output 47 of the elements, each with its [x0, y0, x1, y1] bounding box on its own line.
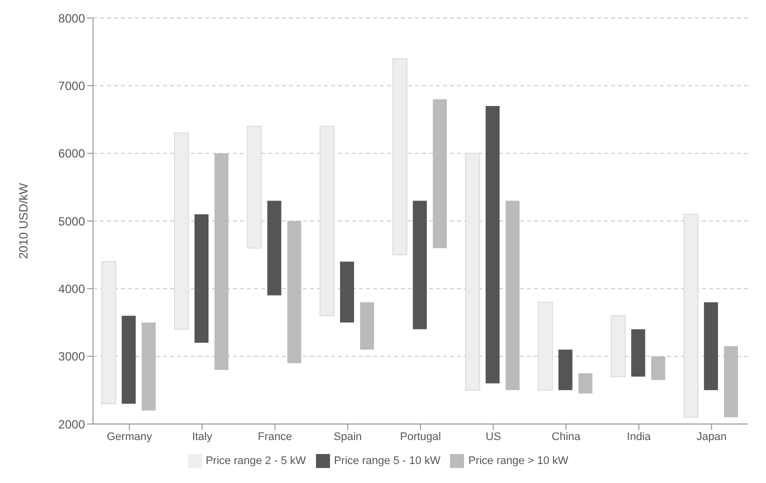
bar — [246, 126, 262, 249]
bar — [631, 329, 646, 377]
bar — [174, 132, 190, 330]
bar — [538, 302, 553, 391]
x-tick-label: Italy — [192, 430, 213, 443]
bar — [320, 126, 335, 316]
bar — [267, 200, 282, 296]
bar — [340, 262, 354, 322]
y-tick-label: 2000 — [58, 417, 86, 432]
y-tick-label: 8000 — [58, 11, 86, 26]
bar — [683, 214, 698, 418]
bar — [287, 221, 302, 364]
x-tick-label: India — [626, 430, 652, 443]
y-axis-title: 2010 USD/kW — [16, 182, 30, 260]
y-tick-label: 7000 — [58, 78, 86, 93]
bar — [360, 302, 374, 350]
legend-label: Price range > 10 kW — [468, 454, 568, 467]
bar — [122, 316, 136, 404]
bar — [610, 315, 626, 378]
x-tick-label: Spain — [334, 430, 362, 443]
bar — [724, 346, 738, 418]
x-tick-label: Japan — [696, 430, 727, 443]
bar — [651, 356, 666, 380]
bar — [142, 322, 156, 410]
bar — [578, 373, 592, 394]
y-tick-label: 4000 — [58, 282, 86, 296]
bar — [558, 350, 572, 390]
bar — [486, 106, 500, 384]
x-tick-label: US — [486, 430, 501, 443]
y-tick-label: 3000 — [58, 350, 86, 364]
legend-label: Price range 5 - 10 kW — [334, 454, 440, 467]
x-tick-label: France — [258, 430, 292, 443]
x-tick-label: Portugal — [400, 430, 441, 443]
bar — [704, 302, 718, 390]
bar — [392, 58, 408, 256]
bar — [412, 200, 427, 330]
bar — [101, 261, 116, 404]
y-tick-label: 5000 — [58, 214, 86, 228]
bar — [465, 152, 480, 391]
y-tick-label: 6000 — [58, 146, 86, 161]
bar — [214, 153, 229, 370]
bar — [194, 214, 209, 343]
legend-label: Price range 2 - 5 kW — [206, 454, 306, 467]
bar — [506, 200, 520, 390]
x-tick-label: China — [552, 430, 582, 443]
x-tick-label: Germany — [106, 430, 152, 443]
bar — [432, 99, 447, 248]
